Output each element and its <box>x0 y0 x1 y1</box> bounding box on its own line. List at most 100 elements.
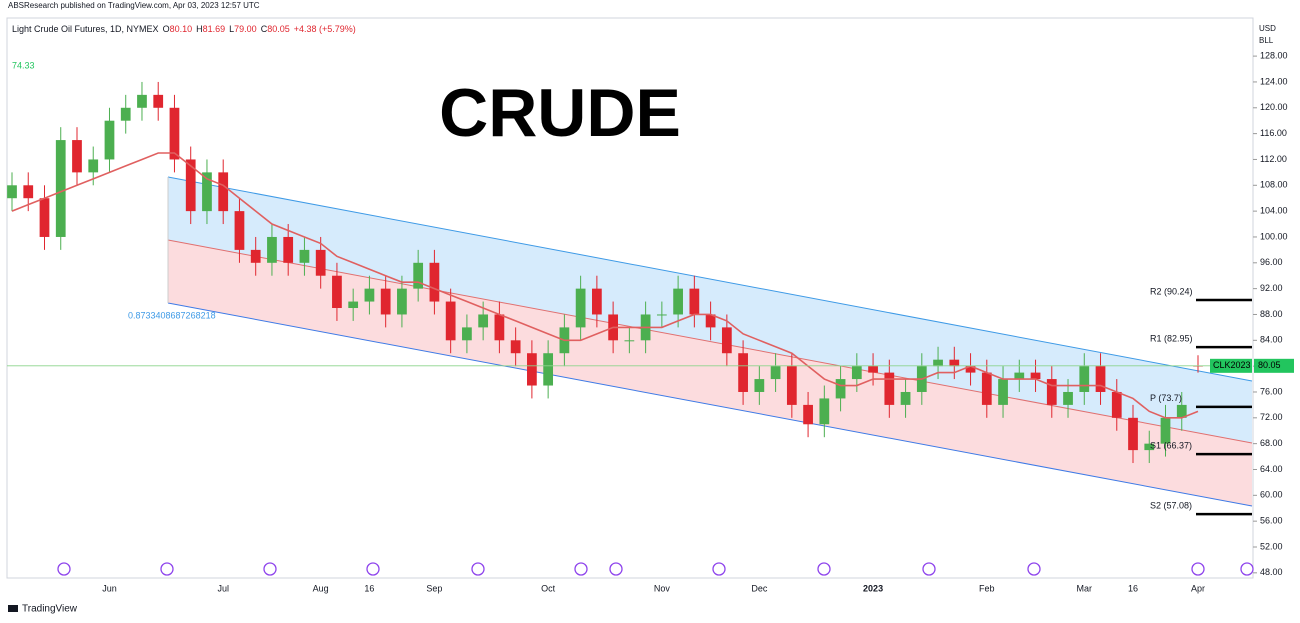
y-tick-label: 124.00 <box>1260 76 1288 86</box>
x-tick-label: Aug <box>313 583 329 593</box>
header: ABSResearch published on TradingView.com… <box>8 1 260 10</box>
candle-body <box>835 379 846 399</box>
chart-title: CRUDE <box>439 75 681 151</box>
y-tick-label: 96.00 <box>1260 257 1283 267</box>
candle-body <box>250 249 261 263</box>
candle-body <box>575 288 586 328</box>
candle-body <box>39 198 50 237</box>
candle-body <box>283 236 294 263</box>
price-tag-bg <box>1254 358 1294 373</box>
candle-body <box>1176 404 1187 418</box>
ohlc-c: 80.05 <box>267 24 290 34</box>
candle-body <box>900 391 911 405</box>
x-tick-label: Oct <box>541 583 556 593</box>
y-tick-label: 128.00 <box>1260 50 1288 60</box>
x-tick-label: Dec <box>751 583 768 593</box>
y-tick-label: 60.00 <box>1260 490 1283 500</box>
symbol: Light Crude Oil Futures, 1D, NYMEX <box>12 24 159 34</box>
channel-bottom <box>167 302 1253 507</box>
footer-logo <box>8 605 18 612</box>
x-tick-label: Feb <box>979 583 995 593</box>
x-tick-label: 16 <box>1128 583 1138 593</box>
candle-body <box>981 372 992 405</box>
price-tag: 80.05 <box>1258 360 1281 370</box>
x-tick-label: Apr <box>1191 583 1205 593</box>
candle-body <box>1095 366 1106 392</box>
candle-body <box>478 314 489 328</box>
y-tick-label: 116.00 <box>1260 128 1287 138</box>
ohlc-h: 81.69 <box>203 24 226 34</box>
candle-body <box>527 353 537 386</box>
candle-body <box>380 288 391 315</box>
candle-body <box>429 262 440 302</box>
candle-body <box>445 301 456 341</box>
x-tick-label: Jul <box>217 583 229 593</box>
candle-body <box>120 107 131 121</box>
y-tick-label: 68.00 <box>1260 438 1283 448</box>
y-tick-label: 72.00 <box>1260 412 1283 422</box>
event-icons <box>57 562 1254 576</box>
candle-body <box>364 288 375 302</box>
candle-body <box>592 288 602 315</box>
channel-upper-fill <box>168 177 1252 443</box>
y-tick-label: 76.00 <box>1260 386 1283 396</box>
candle-body <box>851 366 862 380</box>
candle-body <box>104 120 115 160</box>
change: +4.38 (+5.79%) <box>294 24 356 34</box>
pivot-label: S2 (57.08) <box>1150 501 1192 511</box>
candle-body <box>1111 391 1122 418</box>
ohlc-h-key: H <box>196 24 203 34</box>
candle-body <box>998 379 1008 405</box>
candle-body <box>234 211 245 250</box>
ticker-tag: CLK2023 <box>1213 360 1251 370</box>
y-tick-label: 88.00 <box>1260 309 1283 319</box>
y-tick-label: 108.00 <box>1260 180 1288 190</box>
symbol-info: Light Crude Oil Futures, 1D, NYMEX O80.10… <box>12 24 356 34</box>
ohlc-l-key: L <box>229 24 234 34</box>
candle-body <box>738 353 748 392</box>
pivot-label: R2 (90.24) <box>1150 286 1193 296</box>
y-tick-label: 120.00 <box>1260 102 1288 112</box>
candle-body <box>494 314 505 341</box>
candle-body <box>348 301 359 309</box>
axis-unit: USD <box>1259 24 1276 33</box>
candle-body <box>673 288 683 315</box>
candle-body <box>721 327 732 354</box>
candle-body <box>137 94 147 108</box>
x-tick-label: Nov <box>654 583 671 593</box>
candle-body <box>1014 372 1025 380</box>
candle-body <box>1046 379 1057 405</box>
y-tick-label: 56.00 <box>1260 516 1283 526</box>
channel-lower-fill <box>168 240 1252 506</box>
corner-value: 74.33 <box>12 60 35 70</box>
footer: TradingView <box>22 604 78 615</box>
pivot-label: S1 (66.37) <box>1150 441 1192 451</box>
candle-body <box>656 314 667 316</box>
candle-body <box>218 172 229 212</box>
y-tick-label: 64.00 <box>1260 464 1283 474</box>
candle-body <box>7 185 17 199</box>
candle-body <box>868 366 878 373</box>
candle-body <box>624 340 635 342</box>
candle-body <box>510 340 521 354</box>
candle-body <box>413 262 424 289</box>
candle-body <box>770 366 781 380</box>
pivot-label: R1 (82.95) <box>1150 333 1193 343</box>
y-tick-label: 48.00 <box>1260 567 1283 577</box>
candle-body <box>153 94 164 108</box>
candle-body <box>315 249 326 276</box>
candle-body <box>803 404 813 425</box>
ohlc-c-key: C <box>261 24 268 34</box>
y-tick-label: 100.00 <box>1260 231 1288 241</box>
candle-body <box>23 185 34 199</box>
y-tick-label: 104.00 <box>1260 206 1288 216</box>
candle-body <box>55 140 66 237</box>
candle-body <box>933 359 943 367</box>
x-tick-label: Mar <box>1077 583 1093 593</box>
moving-average <box>11 152 1199 419</box>
candle-body <box>332 275 342 309</box>
candle-body <box>786 366 797 405</box>
candle-body <box>202 172 212 212</box>
candle-body <box>1128 417 1138 451</box>
candle-body <box>169 107 180 160</box>
